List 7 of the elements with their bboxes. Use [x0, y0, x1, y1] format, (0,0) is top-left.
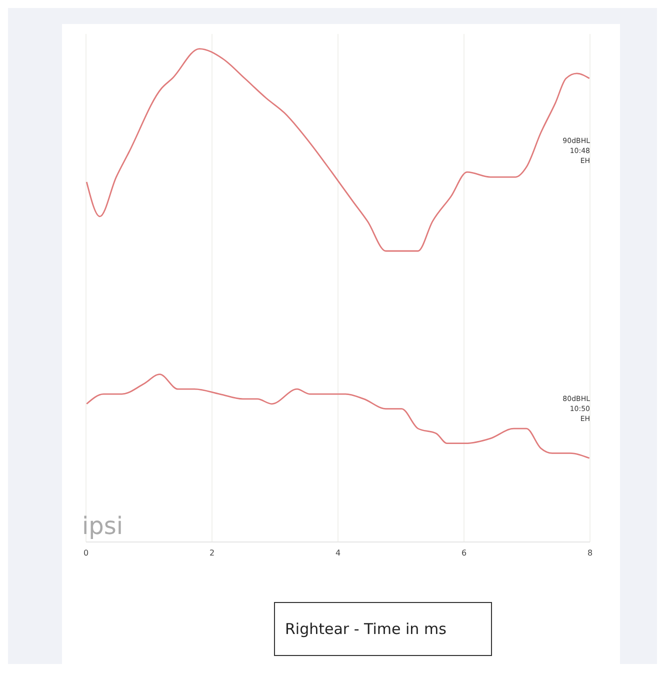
x-tick-label: 2: [209, 548, 215, 558]
x-tick-label: 0: [83, 548, 89, 558]
x-axis-title: Rightear - Time in ms: [274, 602, 492, 656]
x-tick-label: 8: [587, 548, 593, 558]
x-tick-label: 6: [461, 548, 467, 558]
annotation: ipsi: [82, 512, 124, 540]
x-tick-label: 4: [335, 548, 341, 558]
